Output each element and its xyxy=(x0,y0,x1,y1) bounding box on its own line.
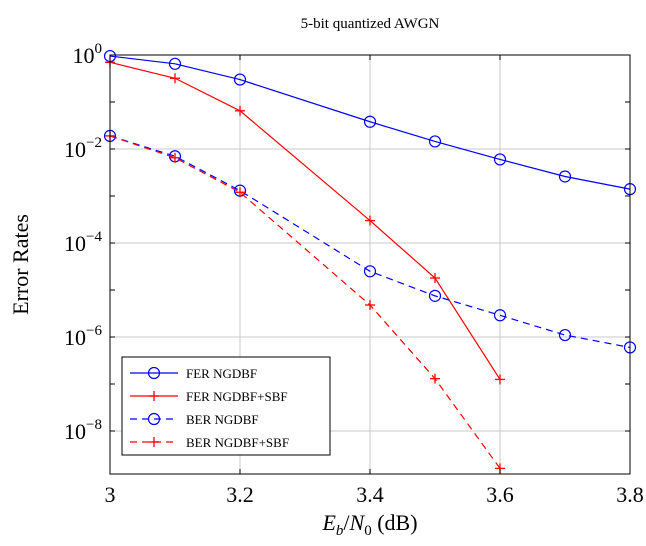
legend-marker xyxy=(149,437,159,447)
x-tick-label: 3.4 xyxy=(356,482,384,507)
data-point xyxy=(493,309,507,322)
legend-entry: FER NGDBF xyxy=(130,366,257,381)
data-point xyxy=(235,105,245,116)
x-tick-label: 3 xyxy=(105,482,116,507)
legend: FER NGDBF FER NGDBF+SBF BER NGDBF BER NGDBF… xyxy=(121,356,331,456)
y-tick-label: 100 xyxy=(73,41,103,68)
legend-entry: BER NGDBF xyxy=(130,412,259,427)
y-tick-exponent: −6 xyxy=(86,323,102,339)
legend-label: BER NGDBF xyxy=(186,412,259,427)
data-point xyxy=(558,328,572,342)
data-point xyxy=(365,215,375,226)
x-label-e: E xyxy=(321,510,336,535)
data-point xyxy=(363,115,377,128)
legend-marker xyxy=(147,412,161,426)
series-line xyxy=(109,55,631,190)
y-tick-exponent: 0 xyxy=(95,41,103,57)
y-tick-exponent: −2 xyxy=(86,135,102,151)
y-tick-base: 10 xyxy=(73,43,95,68)
y-tick-exponent: −8 xyxy=(86,417,102,433)
series-layer xyxy=(103,49,637,474)
legend-label: FER NGDBF xyxy=(186,366,257,381)
x-tick-label: 3.6 xyxy=(486,482,514,507)
x-label-slash: / xyxy=(343,510,350,535)
y-tick-base: 10 xyxy=(64,231,86,256)
data-point xyxy=(493,153,507,166)
data-point xyxy=(168,57,182,70)
chart-title: 5-bit quantized AWGN xyxy=(301,16,440,32)
data-point xyxy=(170,73,180,84)
data-point xyxy=(495,374,505,385)
data-point xyxy=(235,187,245,198)
series-line xyxy=(109,135,501,469)
legend-label: FER NGDBF+SBF xyxy=(186,389,288,404)
legend-marker xyxy=(147,366,161,380)
legend-entry: FER NGDBF+SBF xyxy=(130,389,288,404)
legend-marker xyxy=(149,391,159,401)
x-label-b: b xyxy=(336,523,344,539)
y-tick-base: 10 xyxy=(64,325,86,350)
x-label-n: N xyxy=(349,510,366,535)
y-tick-label: 10−2 xyxy=(64,135,102,162)
data-point xyxy=(428,289,442,302)
y-tick-label: 10−6 xyxy=(64,323,102,350)
y-tick-label: 10−8 xyxy=(64,417,102,444)
y-tick-base: 10 xyxy=(64,419,86,444)
x-label-zero: 0 xyxy=(364,523,372,539)
data-point xyxy=(170,152,180,163)
data-point xyxy=(365,299,375,310)
y-tick-base: 10 xyxy=(64,137,86,162)
y-tick-exponent: −4 xyxy=(86,229,102,245)
y-axis-label: Error Rates xyxy=(8,214,33,315)
series-line xyxy=(109,61,501,380)
x-label-unit: (dB) xyxy=(372,510,418,535)
legend-entry: BER NGDBF+SBF xyxy=(130,435,289,450)
x-tick-label: 3.2 xyxy=(226,482,254,507)
data-point xyxy=(363,265,377,278)
y-tick-label: 10−4 xyxy=(64,229,102,256)
x-axis-label: Eb/N0 (dB) xyxy=(321,510,417,539)
data-point xyxy=(558,170,572,183)
series-line xyxy=(109,135,631,349)
x-tick-label: 3.8 xyxy=(616,482,644,507)
data-point xyxy=(233,73,247,86)
data-point xyxy=(430,273,440,284)
data-point xyxy=(430,373,440,384)
data-point xyxy=(428,135,442,148)
legend-label: BER NGDBF+SBF xyxy=(186,435,289,450)
